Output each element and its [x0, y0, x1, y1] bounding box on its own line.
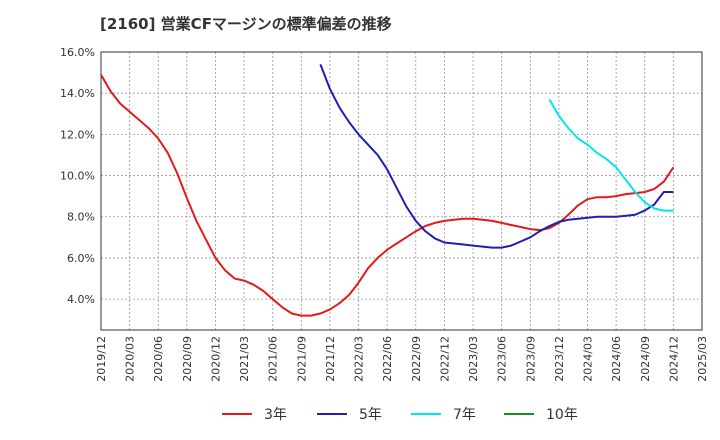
chart-title: [2160] 営業CFマージンの標準偏差の推移	[100, 15, 392, 33]
y-tick-label: 6.0%	[67, 252, 95, 265]
x-tick-label: 2023/03	[467, 336, 480, 382]
series-line	[548, 98, 674, 212]
x-tick-label: 2023/09	[524, 336, 537, 382]
x-tick-label: 2020/06	[152, 336, 165, 382]
y-tick-label: 4.0%	[67, 293, 95, 306]
x-tick-label: 2019/12	[95, 336, 108, 382]
x-tick-label: 2024/09	[639, 336, 652, 382]
x-tick-label: 2020/03	[124, 336, 137, 382]
x-tick-label: 2020/09	[181, 336, 194, 382]
legend-label: 3年	[264, 407, 287, 423]
x-tick-label: 2021/09	[295, 336, 308, 382]
y-tick-label: 8.0%	[67, 211, 95, 224]
x-tick-label: 2021/06	[267, 336, 280, 382]
y-tick-label: 16.0%	[60, 46, 95, 59]
plot-area: 4.0% 6.0% 8.0% 10.0% 12.0% 14.0% 16.0% 2019/12 2…	[60, 46, 709, 382]
x-tick-label: 2025/03	[696, 336, 709, 382]
legend: 3年 5年 7年 10年	[222, 407, 578, 423]
x-tick-label: 2023/12	[553, 336, 566, 382]
legend-label: 5年	[359, 407, 382, 423]
x-tick-label: 2023/06	[496, 336, 509, 382]
legend-label: 7年	[453, 407, 476, 423]
x-tick-label: 2021/03	[238, 336, 251, 382]
y-tick-label: 14.0%	[60, 87, 95, 100]
series-line	[100, 74, 675, 317]
x-tick-label: 2022/12	[438, 336, 451, 382]
x-tick-label: 2024/12	[667, 336, 680, 382]
x-tick-label: 2022/06	[381, 336, 394, 382]
y-tick-label: 12.0%	[60, 128, 95, 141]
series-line	[319, 64, 674, 249]
x-tick-label: 2020/12	[209, 336, 222, 382]
plot-border	[100, 51, 703, 331]
x-tick-label: 2022/09	[410, 336, 423, 382]
y-tick-label: 10.0%	[60, 170, 95, 183]
x-tick-label: 2022/03	[353, 336, 366, 382]
x-tick-label: 2024/06	[610, 336, 623, 382]
x-tick-label: 2021/12	[324, 336, 337, 382]
x-tick-label: 2024/03	[582, 336, 595, 382]
legend-label: 10年	[546, 407, 578, 423]
